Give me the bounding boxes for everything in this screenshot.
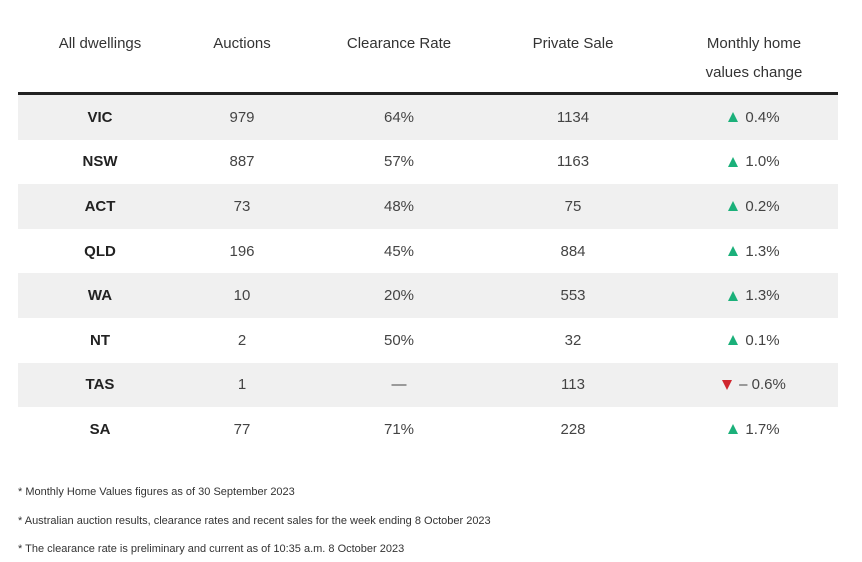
change-value: – 0.6% [739, 376, 786, 394]
cell-monthly-change: 1.0% [650, 153, 838, 170]
table-row: VIC 979 64% 1134 0.4% [18, 95, 838, 140]
cell-region: QLD [84, 242, 116, 260]
cell-auctions: 196 [229, 242, 255, 260]
triangle-up-icon [728, 201, 739, 212]
change-value: 0.1% [745, 331, 780, 349]
cell-auctions: 887 [229, 153, 255, 171]
cell-region: ACT [84, 197, 116, 215]
header-auctions: Auctions [213, 35, 271, 52]
header-clearance-rate: Clearance Rate [346, 35, 452, 52]
triangle-up-icon [728, 246, 739, 257]
triangle-up-icon [728, 335, 739, 346]
cell-clearance-rate: 20% [383, 287, 415, 305]
cell-monthly-change: 1.7% [650, 421, 838, 438]
table-row: NSW 887 57% 1163 1.0% [18, 140, 838, 185]
table-row: SA 77 71% 228 1.7% [18, 407, 838, 452]
cell-private-sale: 1134 [556, 108, 590, 126]
cell-clearance-rate: 64% [383, 108, 415, 126]
cell-region: TAS [85, 376, 115, 394]
cell-private-sale: 884 [560, 242, 586, 260]
cell-region: NSW [82, 153, 118, 171]
cell-auctions: 2 [237, 331, 247, 349]
header-monthly-change: Monthly home values change [650, 0, 838, 92]
cell-private-sale: 228 [560, 420, 586, 438]
cell-clearance-rate: 50% [383, 331, 415, 349]
cell-monthly-change: 0.2% [650, 198, 838, 215]
cell-clearance-rate: 48% [383, 197, 415, 215]
triangle-up-icon [728, 424, 739, 435]
header-monthly-line2: values change [705, 64, 803, 81]
change-value: 0.2% [745, 197, 780, 215]
cell-auctions: 979 [229, 108, 255, 126]
table-row: NT 2 50% 32 0.1% [18, 318, 838, 363]
cell-region: NT [90, 331, 110, 349]
header-region: All dwellings [58, 35, 142, 52]
triangle-down-icon [722, 379, 733, 390]
change-value: 0.4% [745, 108, 780, 126]
cell-monthly-change: 1.3% [650, 243, 838, 260]
cell-clearance-rate: 71% [383, 420, 415, 438]
table-body: VIC 979 64% 1134 0.4% NSW 887 57% 1163 1.0% ACT 73 4… [18, 95, 838, 452]
triangle-up-icon [728, 290, 739, 301]
change-value: 1.3% [745, 242, 780, 260]
cell-private-sale: 1163 [556, 153, 590, 171]
cell-private-sale: 113 [561, 376, 585, 394]
dwellings-table: All dwellings Auctions Clearance Rate Pr… [18, 0, 838, 452]
footnote: * Australian auction results, clearance … [18, 514, 491, 527]
triangle-up-icon [728, 156, 739, 167]
table-row: WA 10 20% 553 1.3% [18, 273, 838, 318]
cell-region: VIC [87, 108, 113, 126]
table-header: All dwellings Auctions Clearance Rate Pr… [18, 0, 838, 95]
cell-auctions: 77 [233, 420, 251, 438]
header-monthly-line1: Monthly home [706, 35, 802, 52]
triangle-up-icon [728, 112, 739, 123]
cell-private-sale: 32 [564, 331, 582, 349]
cell-auctions: 73 [233, 197, 251, 215]
change-value: 1.7% [745, 420, 780, 438]
change-value: 1.0% [745, 153, 780, 171]
cell-private-sale: 75 [564, 197, 582, 215]
footnote: * The clearance rate is preliminary and … [18, 543, 405, 555]
change-value: 1.3% [745, 287, 780, 305]
cell-monthly-change: 0.1% [650, 332, 838, 349]
cell-clearance-rate: — [391, 376, 407, 394]
table-row: ACT 73 48% 75 0.2% [18, 184, 838, 229]
header-private-sale: Private Sale [532, 35, 614, 52]
cell-monthly-change: 0.4% [650, 109, 838, 126]
cell-private-sale: 553 [560, 287, 586, 305]
cell-region: WA [87, 287, 113, 305]
cell-auctions: 10 [233, 287, 251, 305]
cell-region: SA [89, 420, 111, 438]
cell-auctions: 1 [237, 376, 247, 394]
table-row: TAS 1 — 113 – 0.6% [18, 362, 838, 408]
cell-clearance-rate: 45% [383, 242, 415, 260]
cell-clearance-rate: 57% [383, 153, 415, 171]
cell-monthly-change: 1.3% [650, 287, 838, 304]
footnote: * Monthly Home Values figures as of 30 S… [18, 486, 295, 498]
table-row: QLD 196 45% 884 1.3% [18, 229, 838, 274]
footnotes: * Monthly Home Values figures as of 30 S… [18, 482, 491, 562]
cell-monthly-change: – 0.6% [650, 376, 838, 393]
